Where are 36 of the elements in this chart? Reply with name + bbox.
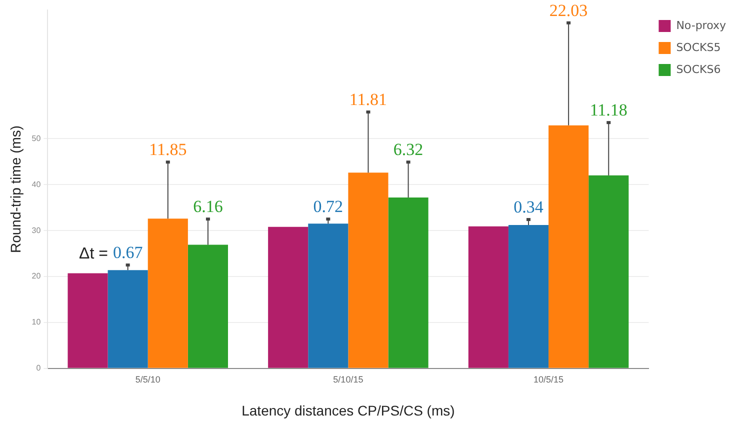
y-tick-label: 50	[32, 134, 42, 143]
legend-label: No-proxy	[676, 18, 726, 32]
bar	[508, 225, 549, 368]
annotation: 0.72	[313, 197, 344, 216]
bar	[348, 172, 388, 368]
legend-label: SOCKS6	[676, 62, 721, 76]
annotation: 6.16	[193, 197, 223, 216]
y-tick-label: 0	[36, 364, 42, 373]
annotation: Δt =	[79, 245, 108, 262]
y-tick-label: 20	[32, 272, 42, 281]
bar	[188, 244, 228, 368]
bar	[108, 270, 148, 368]
bar	[468, 226, 508, 368]
bar	[548, 125, 589, 368]
annotation: 0.67	[112, 242, 144, 262]
annotation: 11.85	[149, 140, 187, 160]
x-axis-title: Latency distances CP/PS/CS (ms)	[242, 402, 455, 418]
x-tick-label: 5/10/15	[333, 374, 364, 384]
bar	[588, 175, 629, 368]
bar	[68, 273, 108, 368]
annotation: 0.34	[514, 197, 544, 216]
legend-label: SOCKS5	[676, 40, 721, 54]
x-tick-label: 5/5/10	[135, 374, 160, 384]
bar	[308, 224, 348, 368]
y-tick-label: 40	[32, 180, 42, 189]
bar	[388, 197, 428, 368]
annotation: 22.03	[549, 0, 588, 20]
x-tick-label: 10/5/15	[534, 374, 564, 384]
annotation: 11.18	[590, 100, 628, 120]
annotation: 6.32	[393, 140, 424, 160]
bar	[148, 218, 188, 368]
y-axis-title: Round-trip time (ms)	[7, 125, 24, 253]
y-tick-label: 30	[32, 226, 42, 235]
bar	[268, 226, 308, 368]
annotation: 11.81	[349, 90, 388, 109]
y-tick-label: 10	[32, 318, 42, 327]
